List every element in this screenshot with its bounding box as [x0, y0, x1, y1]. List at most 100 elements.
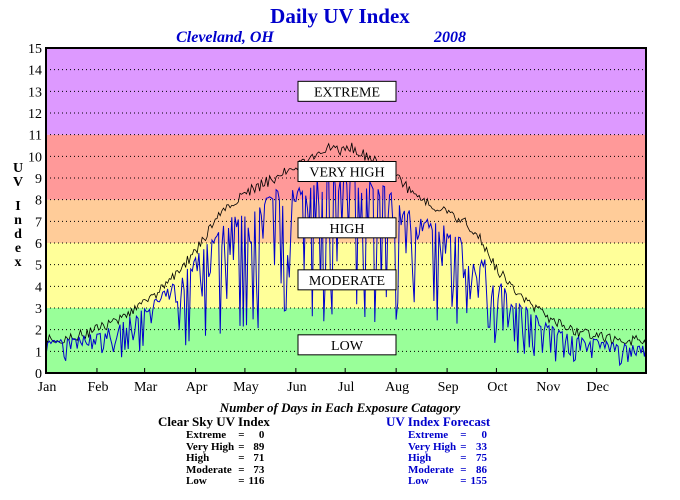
y-tick-label: 3	[35, 302, 42, 317]
category-label-moderate: MODERATE	[297, 269, 397, 291]
y-tick-label: 7	[35, 215, 42, 230]
grid-lines	[46, 69, 646, 352]
table-row: Very High = 33	[406, 440, 489, 454]
row-label: Moderate	[408, 463, 454, 476]
y-tick-label: 5	[35, 259, 42, 274]
category-label-text: LOW	[331, 339, 364, 354]
y-tick-label: 15	[28, 42, 42, 57]
x-tick-label: Feb	[87, 380, 108, 395]
row-eq: =	[238, 440, 245, 453]
category-label-low: LOW	[297, 334, 397, 356]
row-value: 116	[248, 475, 265, 487]
category-label-box	[297, 334, 397, 356]
clear-sky-summary: Clear Sky UV Index Extreme = 0 Very High = 8…	[158, 414, 270, 488]
table-row: Low = 155	[406, 475, 489, 488]
category-label-box	[297, 269, 397, 291]
table-row: Low = 116	[184, 475, 266, 488]
category-label-very-high: VERY HIGH	[297, 161, 397, 182]
y-tick-label: 11	[29, 129, 42, 144]
row-label: Very High	[408, 440, 457, 453]
y-axis-label-char: d	[14, 227, 22, 242]
forecast-summary: UV Index Forecast Extreme = 0 Very High = 33…	[386, 414, 490, 488]
category-label-box	[297, 161, 397, 182]
x-tick-label: Nov	[536, 380, 560, 395]
clear-sky-table: Extreme = 0 Very High = 89 High = 71 Moderate =…	[184, 429, 266, 488]
chart-location: Cleveland, OH	[176, 29, 274, 46]
chart-year: 2008	[433, 29, 466, 46]
y-tick-label: 0	[35, 367, 42, 382]
category-labels: LOW MODERATE HIGH VERY HIGH EXTREME	[297, 80, 397, 356]
row-value: 89	[253, 440, 265, 453]
y-tick-label: 6	[35, 237, 42, 252]
category-label-high: HIGH	[297, 217, 397, 239]
clear-sky-title: Clear Sky UV Index	[158, 414, 270, 429]
table-row: Extreme = 0	[406, 429, 489, 442]
axes	[45, 47, 647, 374]
row-value: 73	[253, 463, 265, 476]
row-eq: =	[238, 463, 245, 476]
row-label: Extreme	[408, 429, 449, 441]
category-label-box	[297, 217, 397, 239]
category-label-box	[297, 80, 397, 102]
row-label: Very High	[186, 440, 235, 453]
row-label: Moderate	[186, 463, 232, 476]
row-eq: =	[460, 429, 467, 441]
table-row: Moderate = 86	[406, 463, 489, 477]
x-tick-label: Apr	[186, 380, 208, 395]
table-row: Very High = 89	[184, 440, 266, 454]
x-tick-label: May	[233, 380, 259, 395]
category-label-text: HIGH	[330, 222, 365, 237]
x-tick-label: Dec	[586, 380, 609, 395]
row-label: Low	[186, 475, 207, 487]
row-eq: =	[460, 440, 467, 453]
row-label: Low	[408, 475, 429, 487]
series-line-clear-sky	[45, 142, 647, 346]
y-tick-label: 13	[28, 85, 42, 100]
y-tick-label: 1	[35, 345, 42, 360]
y-axis-label-char: U	[13, 161, 23, 176]
x-tick-label: Jun	[287, 380, 306, 395]
category-label-text: VERY HIGH	[309, 166, 384, 181]
x-tick-label: Jan	[38, 380, 57, 395]
y-axis-label-char: n	[14, 213, 22, 228]
row-value: 75	[475, 452, 487, 464]
row-label: High	[408, 452, 432, 464]
forecast-table: Extreme = 0 Very High = 33 High = 75 Moderate =…	[406, 429, 489, 488]
x-tick-label: Jul	[338, 380, 354, 395]
y-tick-label: 10	[28, 150, 42, 165]
y-axis-label-char: e	[15, 241, 21, 256]
row-value: 155	[470, 475, 487, 487]
row-value: 86	[475, 463, 487, 476]
row-eq: =	[460, 452, 467, 464]
table-row: Moderate = 73	[184, 463, 266, 477]
category-label-text: EXTREME	[314, 85, 380, 100]
row-label: Extreme	[186, 429, 227, 441]
table-row: High = 71	[184, 452, 266, 465]
row-eq: =	[238, 452, 245, 464]
row-label: High	[186, 452, 210, 464]
row-eq: =	[460, 463, 467, 476]
row-value: 0	[481, 429, 487, 441]
category-label-text: MODERATE	[309, 274, 385, 289]
y-tick-label: 12	[28, 107, 42, 122]
x-tick-label: Oct	[487, 380, 507, 395]
row-value: 71	[253, 452, 265, 464]
summary-title: Number of Days in Each Exposure Catagory	[219, 400, 461, 415]
y-tick-label: 14	[28, 64, 42, 79]
y-axis-label-char: x	[15, 255, 22, 270]
row-eq: =	[460, 475, 467, 487]
y-tick-label: 8	[35, 194, 42, 209]
x-tick-label: Aug	[385, 380, 409, 395]
y-tick-label: 2	[35, 324, 42, 339]
x-tick-label: Mar	[134, 380, 158, 395]
row-value: 33	[475, 440, 487, 453]
category-label-extreme: EXTREME	[297, 80, 397, 102]
y-axis-label-char: V	[13, 175, 23, 190]
row-value: 0	[258, 429, 265, 441]
y-tick-label: 9	[35, 172, 42, 187]
row-eq: =	[238, 429, 245, 441]
chart-title: Daily UV Index	[270, 4, 410, 28]
